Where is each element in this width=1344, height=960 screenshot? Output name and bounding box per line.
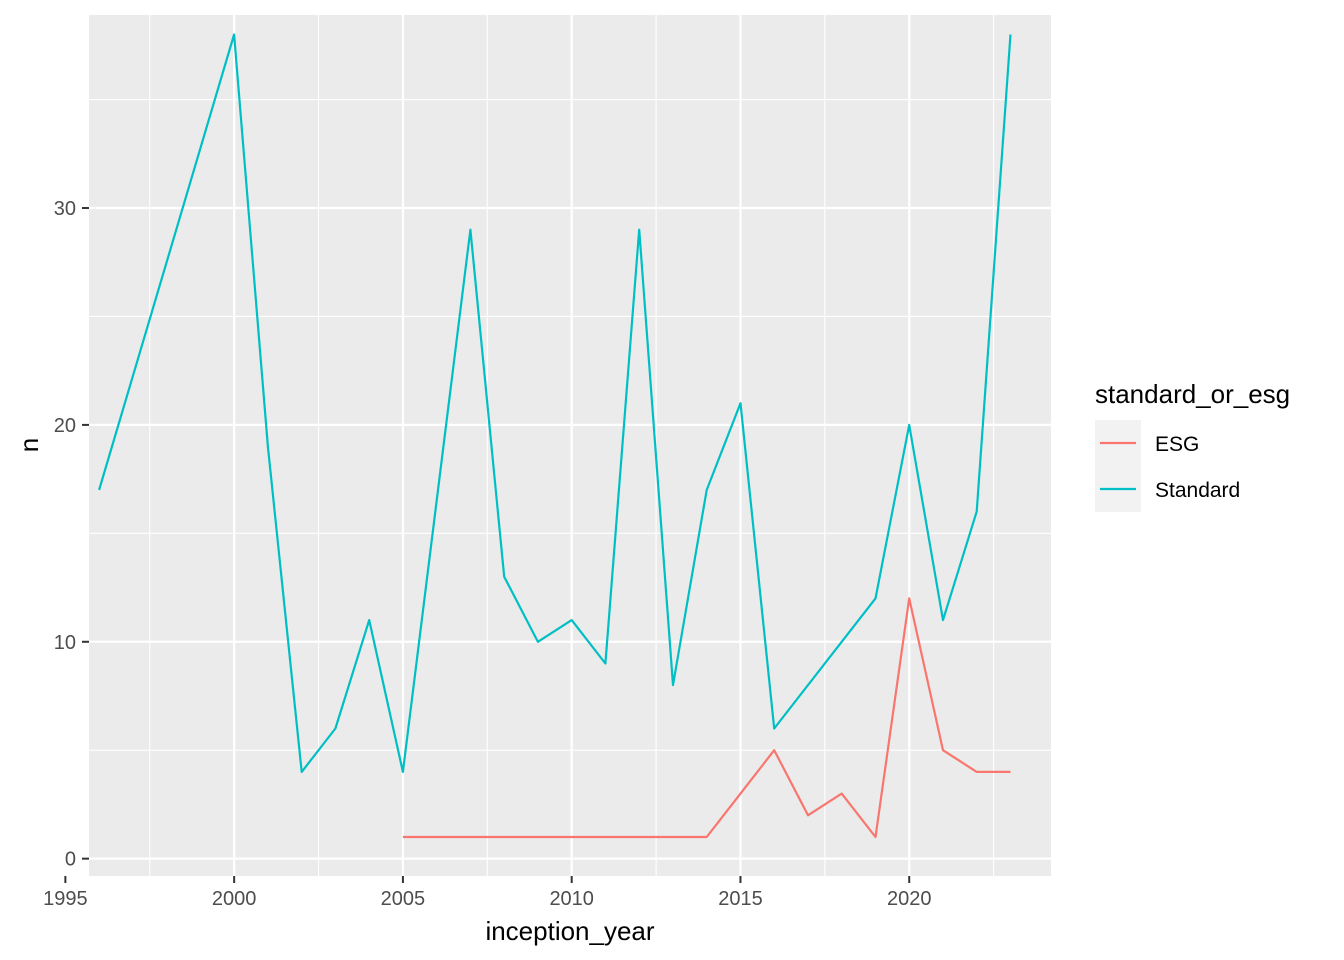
legend-label-esg: ESG (1155, 433, 1199, 456)
series-line-esg (402, 597, 1011, 839)
x-tick-label: 2010 (549, 888, 594, 910)
y-tick-label: 30 (54, 198, 76, 220)
series-lines (98, 33, 1012, 839)
legend: standard_or_esg ESG Standard (1095, 379, 1290, 512)
x-axis: 1995 2000 2005 2010 2015 2020 (43, 876, 931, 910)
y-tick-label: 0 (65, 849, 76, 871)
x-tick-label: 2000 (212, 888, 257, 910)
x-tick-label: 2020 (887, 888, 932, 910)
x-tick-label: 1995 (43, 888, 88, 910)
x-tick-label: 2015 (718, 888, 763, 910)
minor-gridlines (89, 15, 1051, 876)
y-axis-title: n (14, 438, 44, 452)
x-tick-label: 2005 (381, 888, 426, 910)
x-axis-title: inception_year (485, 916, 654, 946)
y-tick-label: 20 (54, 415, 76, 437)
series-line-standard (98, 33, 1012, 774)
major-gridlines (64, 15, 1051, 876)
legend-label-standard: Standard (1155, 479, 1240, 502)
y-tick-label: 10 (54, 632, 76, 654)
legend-title: standard_or_esg (1095, 379, 1290, 409)
y-axis: 0 10 20 30 (54, 198, 89, 871)
